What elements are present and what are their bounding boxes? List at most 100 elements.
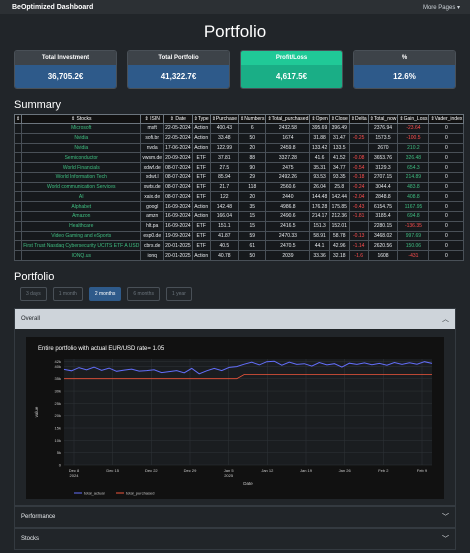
table-cell: 175.85 (328, 201, 350, 213)
table-cell: 1167.95 (397, 201, 430, 213)
table-cell: 0 (428, 220, 465, 232)
summary-title: Summary (14, 99, 62, 111)
table-cell: 22-05-2024 (163, 132, 193, 144)
table-cell: 395.69 (309, 123, 330, 134)
table-cell: Action (191, 211, 211, 222)
column-header[interactable]: ⇕ Stocks (21, 114, 142, 124)
range-3-days-button[interactable]: 3 days (20, 286, 47, 301)
table-cell: Video Gaming and eSports (21, 230, 142, 242)
table-cell: 15 (237, 220, 267, 232)
brand-link[interactable]: BeOptimized Dashboard (12, 3, 94, 11)
table-cell: ETF (191, 181, 211, 193)
table-cell: 2376.94 (367, 123, 399, 134)
table-cell: 6154.75 (367, 201, 399, 213)
more-pages-dropdown[interactable]: More Pages ▾ (422, 4, 460, 11)
range-1-month-button[interactable]: 1 month (52, 286, 83, 301)
table-cell: 33.36 (309, 250, 330, 261)
table-cell: 4986.8 (265, 201, 311, 213)
x-tick-label: Feb 9 (417, 468, 428, 473)
table-cell: 35 (237, 201, 267, 213)
column-header[interactable]: ⇕Gain_Loss (397, 114, 430, 124)
range-selector: 3 days 1 month 2 months 6 months 1 year (0, 286, 470, 301)
table-cell: 08-07-2024 (163, 171, 193, 183)
table-cell: AI (21, 191, 142, 203)
navbar: BeOptimized Dashboard More Pages ▾ (0, 0, 470, 14)
table-cell: Semiconductor (21, 152, 142, 164)
table-cell: 0 (428, 142, 465, 154)
table-cell: ETF (191, 230, 211, 242)
table-cell: Microsoft (21, 123, 142, 134)
table-cell: Nvidia (21, 142, 142, 154)
table-cell: 6 (237, 123, 267, 134)
column-header[interactable]: ⇕ ISIN (140, 114, 165, 124)
range-6-months-button[interactable]: 6 months (127, 286, 160, 301)
column-header[interactable]: ⇕Purchase (209, 114, 240, 124)
table-cell: 3129.3 (367, 162, 399, 173)
table-cell: -0.08 (348, 152, 369, 164)
table-row: Semiconductor vwsm.de 20-09-2024 ETF 37.81 88… (13, 152, 465, 164)
accordion-overall-header[interactable]: Overall ︿ (15, 308, 455, 329)
column-header[interactable]: ⇕Close (328, 114, 350, 124)
table-cell (13, 142, 23, 154)
table-cell: 44.1 (309, 240, 330, 252)
table-row: AI xaix.de 08-07-2024 ETF 122 20 2440 144.48 142… (13, 191, 465, 203)
table-cell: msft (140, 123, 165, 134)
y-tick-label: 5k (57, 450, 61, 455)
table-cell: Action (191, 123, 211, 134)
table-cell: -0.54 (348, 162, 369, 173)
table-cell: 210.2 (397, 142, 430, 154)
x-tick-label: Jan 5 (224, 468, 235, 473)
table-cell: 16-09-2024 (163, 220, 193, 232)
table-cell: -100.5 (397, 132, 430, 144)
table-cell: 2707.15 (367, 171, 399, 183)
table-cell (13, 181, 23, 193)
table-cell: 41.87 (209, 230, 240, 242)
table-cell: ETF (191, 240, 211, 252)
table-cell: hlt.pa (140, 220, 165, 232)
summary-table-wrapper: ⇕ ⇕ Stocks ⇕ ISIN ⇕ Date ⇕Type ⇕Purchase ⇕Numb… (13, 114, 465, 261)
portfolio-chart[interactable]: Entire portfolio with actual EUR/USD rat… (26, 336, 444, 499)
table-cell: 400.43 (209, 123, 240, 134)
chevron-down-icon: ﹀ (442, 513, 449, 521)
column-header[interactable]: ⇕Total_now (367, 114, 399, 124)
table-cell: First Trust Nasdaq Cybersecurity UCITS E… (21, 240, 142, 252)
card-value: 4,617.5€ (241, 65, 342, 88)
column-header[interactable]: ⇕ Date (163, 114, 193, 124)
table-row: Nvidia sofi.br 22-05-2024 Action 33.48 50 1674… (13, 132, 465, 144)
range-1-year-button[interactable]: 1 year (165, 286, 192, 301)
column-header[interactable]: ⇕Total_purchased (265, 114, 311, 124)
column-header[interactable]: ⇕Type (191, 114, 211, 124)
accordion-stocks-header[interactable]: Stocks ﹀ (15, 529, 455, 549)
table-cell: 31.88 (309, 132, 330, 144)
accordion-performance-header[interactable]: Performance ﹀ (15, 507, 455, 527)
table-cell: 122 (209, 191, 240, 203)
accordion-overall: Overall ︿ Entire portfolio with actual E… (14, 307, 456, 506)
accordion: Overall ︿ Entire portfolio with actual E… (14, 307, 456, 550)
percent-card: % 12.6% (353, 50, 456, 89)
table-cell: 408.8 (397, 191, 430, 203)
table-cell: 41.52 (328, 152, 350, 164)
card-label: Profit/Loss (241, 51, 342, 65)
table-cell: 142.44 (328, 191, 350, 203)
table-cell: 20 (237, 142, 267, 154)
table-cell: 0 (428, 250, 465, 261)
table-cell: Amazon (21, 211, 142, 222)
column-header[interactable]: ⇕Open (309, 114, 330, 124)
table-cell: 142.48 (209, 201, 240, 213)
table-cell: 93.35 (328, 171, 350, 183)
table-cell: 166.04 (209, 211, 240, 222)
column-header[interactable]: ⇕Delta (348, 114, 369, 124)
accordion-label: Overall (21, 315, 41, 322)
range-2-months-button[interactable]: 2 months (88, 286, 122, 301)
table-cell: World Information Tech (21, 171, 142, 183)
table-row: World Information Tech xdwt.l 08-07-2024 ET… (13, 171, 465, 183)
table-cell: 34.77 (328, 162, 350, 173)
column-header[interactable]: ⇕Vader_index (428, 114, 465, 124)
table-cell: ETF (191, 152, 211, 164)
table-cell: 0 (428, 201, 465, 213)
table-cell: 08-07-2024 (163, 191, 193, 203)
table-cell: 15 (237, 211, 267, 222)
column-header[interactable]: ⇕Numbers (237, 114, 267, 124)
column-header[interactable]: ⇕ (13, 114, 23, 124)
table-cell: 08-07-2024 (163, 181, 193, 193)
